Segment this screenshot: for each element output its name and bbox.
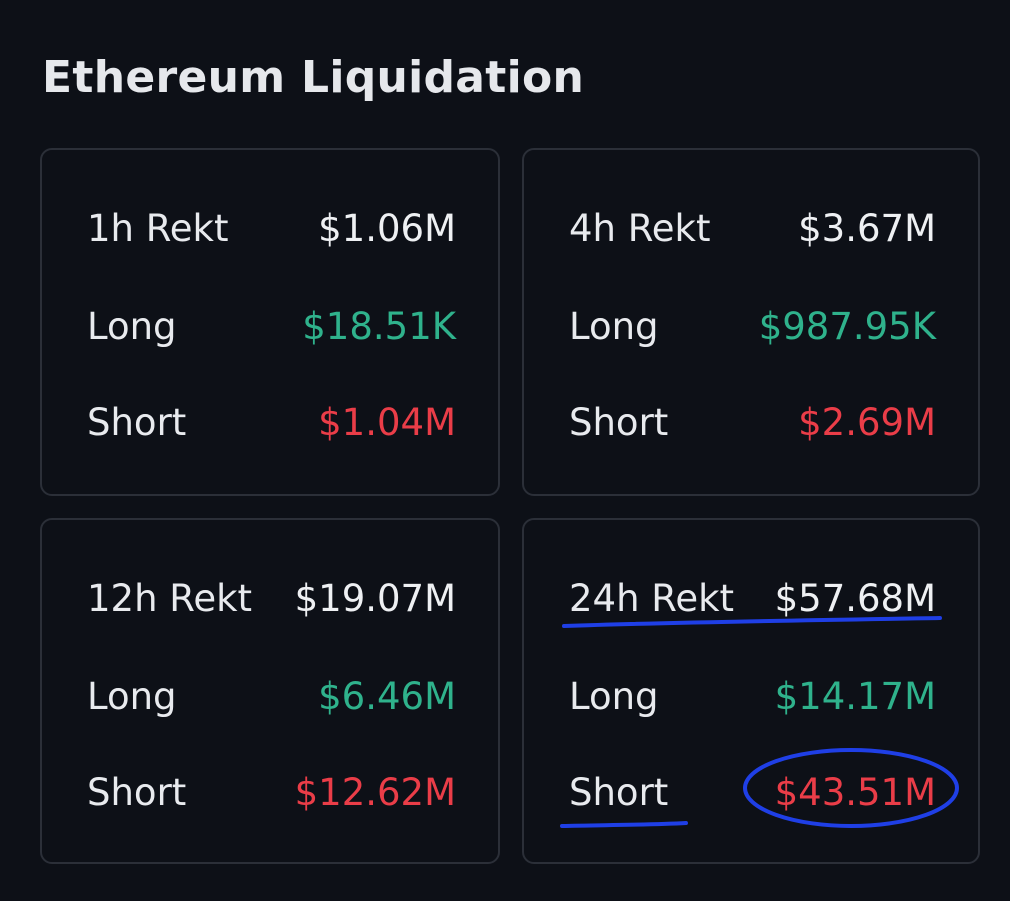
short-label: Short	[569, 770, 669, 814]
card-24h: 24h Rekt $57.68M Long $14.17M Short $43.…	[522, 518, 980, 864]
page-title: Ethereum Liquidation	[42, 52, 585, 103]
liquidation-grid: 1h Rekt $1.06M Long $18.51K Short $1.04M…	[40, 148, 980, 864]
long-label: Long	[569, 674, 659, 718]
short-row: Short $1.04M	[87, 398, 456, 446]
card-4h: 4h Rekt $3.67M Long $987.95K Short $2.69…	[522, 148, 980, 496]
long-row: Long $987.95K	[569, 302, 936, 350]
card-12h: 12h Rekt $19.07M Long $6.46M Short $12.6…	[40, 518, 500, 864]
total-value: $19.07M	[294, 576, 456, 620]
rekt-row: 1h Rekt $1.06M	[87, 204, 456, 252]
rekt-row: 4h Rekt $3.67M	[569, 204, 936, 252]
rekt-row: 12h Rekt $19.07M	[87, 574, 456, 622]
short-value: $1.04M	[318, 400, 456, 444]
long-value: $6.46M	[318, 674, 456, 718]
long-value: $14.17M	[774, 674, 936, 718]
long-label: Long	[87, 304, 177, 348]
short-row: Short $2.69M	[569, 398, 936, 446]
short-value: $12.62M	[294, 770, 456, 814]
short-value: $2.69M	[798, 400, 936, 444]
long-value: $987.95K	[758, 304, 936, 348]
long-row: Long $18.51K	[87, 302, 456, 350]
long-row: Long $6.46M	[87, 672, 456, 720]
long-label: Long	[569, 304, 659, 348]
rekt-row: 24h Rekt $57.68M	[569, 574, 936, 622]
short-label: Short	[569, 400, 669, 444]
long-label: Long	[87, 674, 177, 718]
long-value: $18.51K	[302, 304, 456, 348]
period-label: 12h Rekt	[87, 576, 253, 620]
period-label: 24h Rekt	[569, 576, 735, 620]
period-label: 4h Rekt	[569, 206, 711, 250]
short-value: $43.51M	[774, 770, 936, 814]
card-1h: 1h Rekt $1.06M Long $18.51K Short $1.04M	[40, 148, 500, 496]
period-label: 1h Rekt	[87, 206, 229, 250]
short-label: Short	[87, 400, 187, 444]
short-label: Short	[87, 770, 187, 814]
total-value: $3.67M	[798, 206, 936, 250]
short-row: Short $12.62M	[87, 768, 456, 816]
total-value: $1.06M	[318, 206, 456, 250]
short-row: Short $43.51M	[569, 768, 936, 816]
total-value: $57.68M	[774, 576, 936, 620]
long-row: Long $14.17M	[569, 672, 936, 720]
